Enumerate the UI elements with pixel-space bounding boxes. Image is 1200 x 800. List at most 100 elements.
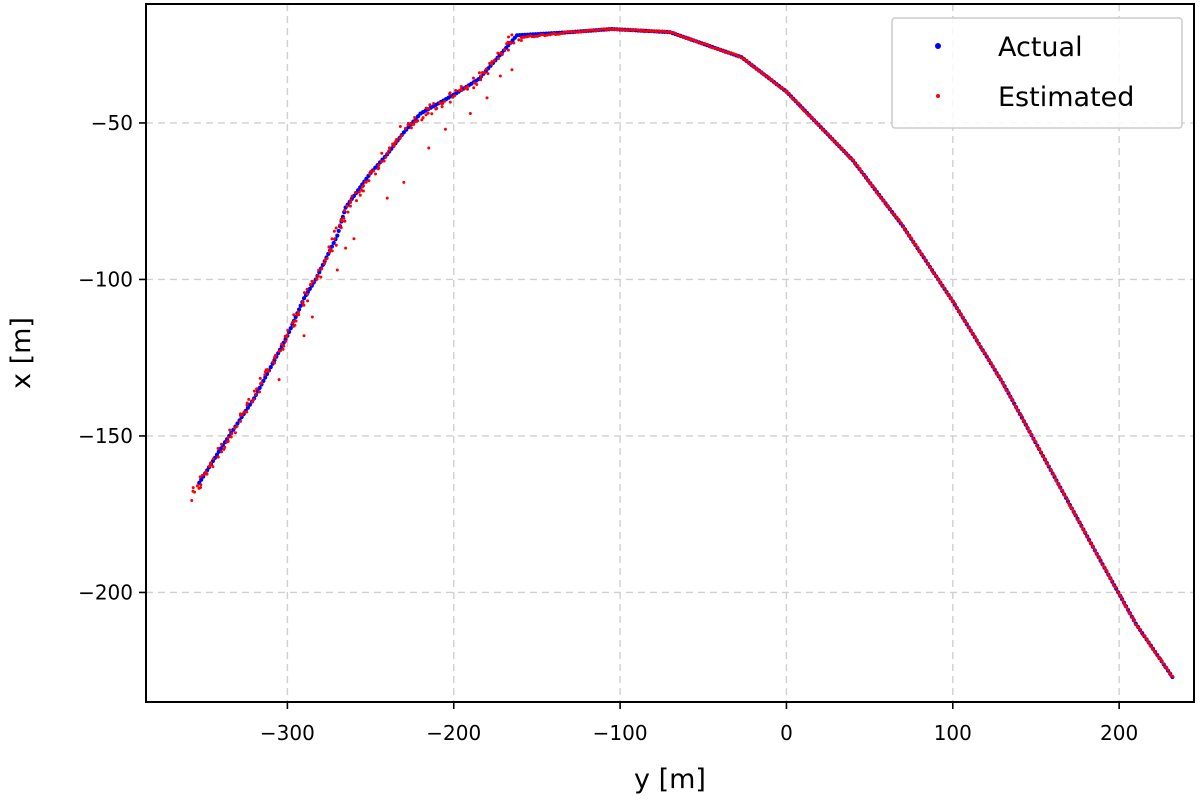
actual-point xyxy=(329,244,334,249)
estimated-point xyxy=(979,345,983,349)
estimated-point xyxy=(327,245,331,249)
estimated-point xyxy=(517,38,521,42)
estimated-point xyxy=(611,27,615,31)
estimated-point xyxy=(591,28,595,32)
actual-point xyxy=(301,296,307,301)
estimated-point xyxy=(332,229,336,233)
estimated-point xyxy=(198,475,202,479)
estimated-point xyxy=(1161,662,1165,666)
estimated-point xyxy=(220,450,224,454)
estimated-point xyxy=(233,426,237,430)
estimated-point xyxy=(190,499,194,503)
estimated-outlier-point xyxy=(344,246,348,250)
y-tick-label: −200 xyxy=(78,580,133,604)
estimated-point xyxy=(572,29,576,33)
actual-point xyxy=(268,364,273,370)
estimated-point xyxy=(211,465,215,469)
estimated-point xyxy=(874,189,878,193)
estimated-point xyxy=(394,139,398,143)
estimated-point xyxy=(994,370,998,374)
estimated-point xyxy=(506,41,510,45)
estimated-outlier-point xyxy=(485,96,489,100)
actual-point xyxy=(218,446,223,451)
x-axis-label: y [m] xyxy=(634,764,706,795)
estimated-point xyxy=(1159,657,1163,661)
estimated-point xyxy=(392,144,396,148)
estimated-point xyxy=(860,170,864,174)
estimated-point xyxy=(1010,397,1014,401)
estimated-point xyxy=(1156,654,1160,658)
axis-ticks: −300 −200 −100 0 100 200 −50 −100 −150 −200 xyxy=(78,111,1138,745)
estimated-point xyxy=(509,41,513,45)
estimated-point xyxy=(1133,623,1137,627)
estimated-point xyxy=(1107,574,1111,578)
estimated-point xyxy=(199,483,203,487)
estimated-point xyxy=(330,237,334,241)
estimated-point xyxy=(863,174,867,178)
estimated-point xyxy=(1105,569,1109,573)
estimated-point xyxy=(320,267,324,271)
estimated-point xyxy=(349,198,353,202)
estimated-point xyxy=(308,283,312,287)
estimated-point xyxy=(803,110,807,114)
actual-point xyxy=(288,326,293,331)
estimated-point xyxy=(207,464,211,468)
estimated-point xyxy=(1118,593,1122,597)
estimated-point xyxy=(226,436,230,440)
estimated-point xyxy=(776,84,780,88)
estimated-point xyxy=(763,73,767,77)
estimated-point xyxy=(774,81,778,85)
estimated-point xyxy=(428,103,432,107)
estimated-point xyxy=(432,101,436,105)
estimated-point xyxy=(315,277,319,281)
estimated-point xyxy=(380,160,384,164)
estimated-point xyxy=(499,51,503,55)
estimated-point xyxy=(353,191,357,195)
estimated-point xyxy=(972,333,976,337)
estimated-point xyxy=(317,268,321,272)
grid xyxy=(146,4,1194,702)
estimated-point xyxy=(426,111,430,115)
estimated-point xyxy=(969,329,973,333)
estimated-point xyxy=(916,245,920,249)
estimated-point xyxy=(199,486,203,490)
estimated-point xyxy=(1138,627,1142,631)
data-points xyxy=(190,26,1175,680)
estimated-point xyxy=(292,313,296,317)
y-tick-label: −100 xyxy=(78,267,133,291)
estimated-point xyxy=(1057,483,1061,487)
estimated-point xyxy=(1058,486,1062,490)
estimated-point xyxy=(921,254,925,258)
actual-point xyxy=(401,130,406,135)
estimated-point xyxy=(737,55,741,59)
estimated-point xyxy=(902,227,906,231)
estimated-point xyxy=(822,128,826,132)
estimated-point xyxy=(273,361,277,365)
estimated-point xyxy=(1064,495,1068,499)
x-tick-label: −100 xyxy=(593,721,648,745)
estimated-point xyxy=(967,326,971,330)
estimated-point xyxy=(332,237,336,241)
estimated-point xyxy=(311,280,315,284)
estimated-point xyxy=(220,442,224,446)
actual-point xyxy=(216,449,221,454)
estimated-point xyxy=(935,275,939,279)
estimated-point xyxy=(826,132,830,136)
estimated-point xyxy=(294,319,298,323)
estimated-point xyxy=(472,86,476,90)
estimated-point xyxy=(872,186,876,190)
estimated-point xyxy=(1071,509,1075,513)
estimated-point xyxy=(278,349,282,353)
estimated-point xyxy=(946,293,950,297)
estimated-point xyxy=(345,204,349,208)
estimated-point xyxy=(1080,524,1084,528)
estimated-point xyxy=(266,368,270,372)
estimated-point xyxy=(1110,579,1114,583)
estimated-point xyxy=(413,115,417,119)
estimated-point xyxy=(980,348,984,352)
estimated-point xyxy=(420,118,424,122)
estimated-point xyxy=(832,139,836,143)
estimated-point xyxy=(490,60,494,64)
estimated-point xyxy=(910,236,914,240)
estimated-point xyxy=(305,287,309,291)
